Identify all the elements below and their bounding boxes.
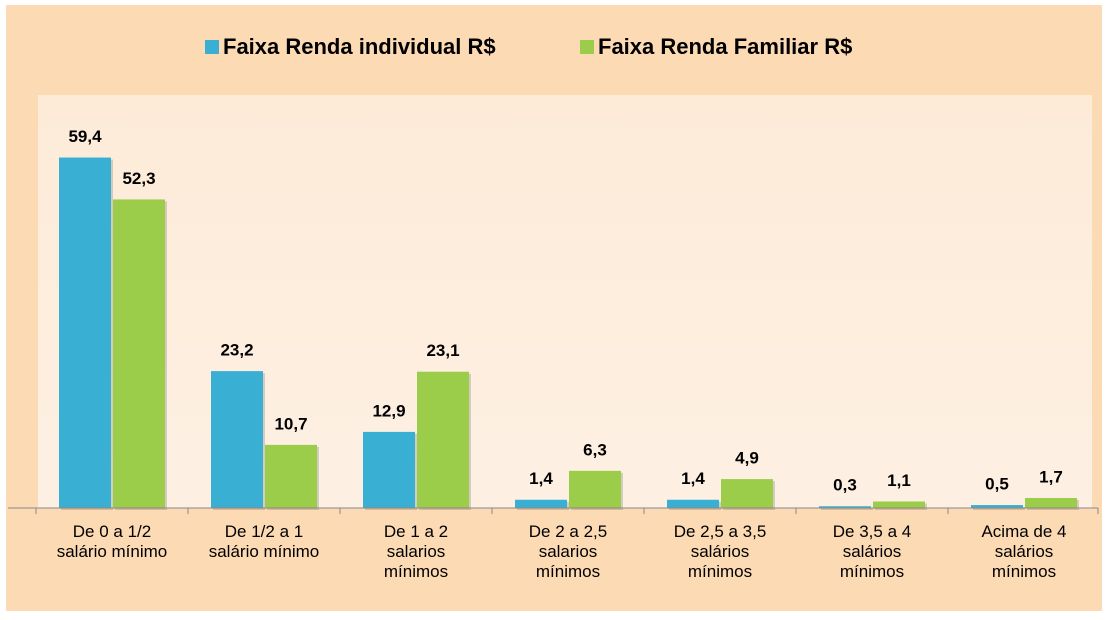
bar <box>667 499 719 508</box>
bar <box>569 470 621 508</box>
bar <box>515 499 567 508</box>
data-label: 0,5 <box>985 475 1009 494</box>
data-label: 1,4 <box>681 469 705 488</box>
legend-label: Faixa Renda Familiar R$ <box>598 34 852 59</box>
bar <box>113 199 165 508</box>
data-label: 52,3 <box>122 169 155 188</box>
bar <box>971 505 1023 508</box>
data-label: 6,3 <box>583 440 607 459</box>
data-label: 59,4 <box>68 127 102 146</box>
x-tick-label: De 1 a 2 salarios mínimos <box>383 522 449 581</box>
plot-area <box>38 95 1092 508</box>
legend-swatch <box>205 40 219 54</box>
bar-shadow <box>973 507 1025 510</box>
x-tick-label: De 1/2 a 1 salário mínimo <box>208 522 320 561</box>
legend-swatch <box>580 40 594 54</box>
bar <box>1025 497 1077 508</box>
x-tick-label: Acima de 4 salários mínimos <box>981 522 1067 581</box>
data-label: 10,7 <box>274 414 307 433</box>
x-tick-label: De 3,5 a 4 salários mínimos <box>832 522 912 581</box>
data-label: 1,1 <box>887 471 911 490</box>
data-label: 23,1 <box>426 341 459 360</box>
data-label: 1,4 <box>529 469 553 488</box>
data-label: 12,9 <box>372 401 405 420</box>
data-label: 1,7 <box>1039 467 1063 486</box>
data-label: 23,2 <box>220 341 253 360</box>
bar <box>59 157 111 509</box>
bar <box>265 444 317 508</box>
legend-label: Faixa Renda individual R$ <box>223 34 496 59</box>
data-label: 4,9 <box>735 449 759 468</box>
bar <box>873 501 925 508</box>
bar <box>363 431 415 508</box>
bar <box>211 371 263 508</box>
bar <box>721 479 773 508</box>
bar <box>819 506 871 508</box>
x-tick-label: De 0 a 1/2 salário mínimo <box>56 522 168 561</box>
bar-shadow <box>821 508 873 510</box>
bar <box>417 371 469 508</box>
x-tick-label: De 2 a 2,5 salarios mínimos <box>528 522 608 581</box>
x-tick-label: De 2,5 a 3,5 salários mínimos <box>673 522 767 581</box>
data-label: 0,3 <box>833 476 857 495</box>
